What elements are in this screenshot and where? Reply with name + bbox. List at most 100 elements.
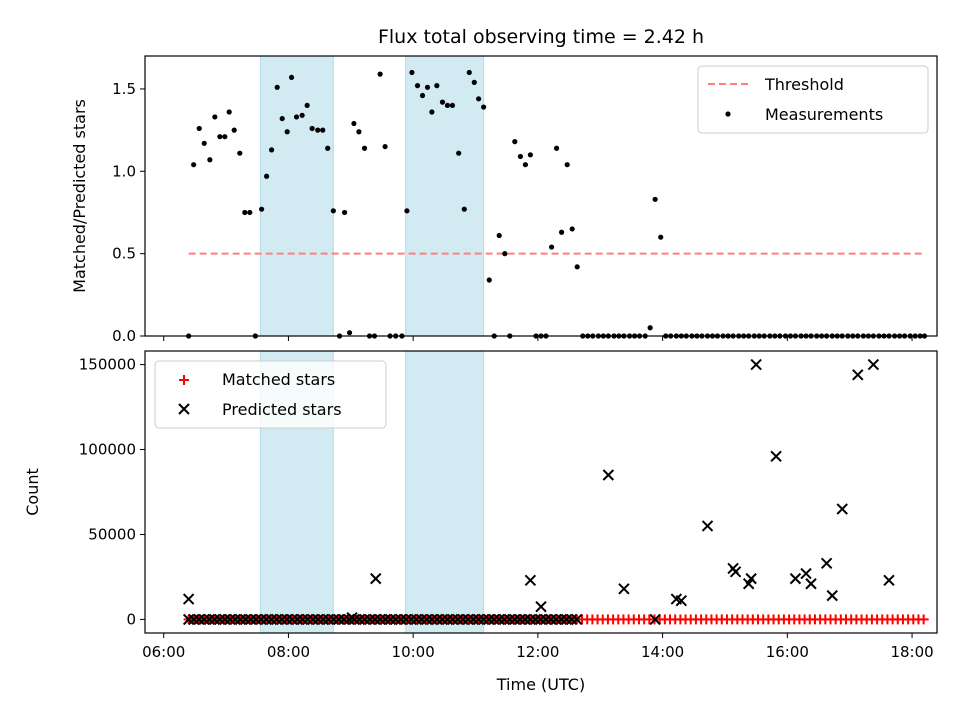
measurement-point [652,196,658,202]
predicted-star-point [529,613,542,626]
predicted-star-point [534,613,547,626]
predicted-marker-b [317,613,329,626]
predicted-star-point [805,578,817,590]
measurement-point [377,71,383,77]
predicted-marker-b [281,613,293,626]
predicted-marker-b [270,613,283,626]
predicted-star-point [770,450,782,463]
predicted-marker-b [457,613,469,626]
predicted-star-point [820,557,833,570]
matched-star-point [918,614,929,625]
measurement-point [553,145,560,151]
predicted-star-point [618,583,630,595]
predicted-star-point [555,613,568,626]
predicted-marker-b [260,613,273,626]
top-axes-frame [144,55,938,337]
predicted-star-point [457,613,469,626]
predicted-star-point [503,613,516,626]
measurement-point [481,104,487,110]
top-y-tick-label: 1.5 [112,80,136,98]
predicted-marker-b [462,613,474,626]
predicted-star-point [509,613,521,626]
predicted-star-point [524,574,537,587]
measurement-point [284,129,290,135]
predicted-marker-b [571,613,583,626]
predicted-marker-b [446,613,459,626]
predicted-marker-b [374,613,386,626]
predicted-star-point [477,613,490,626]
measurement-point [361,145,368,151]
predicted-star-point [535,600,547,613]
time-highlight-span [405,350,485,634]
predicted-marker-b [852,369,864,381]
predicted-marker-b [441,613,454,626]
predicted-star-point [826,589,838,602]
predicted-star-point [229,613,241,626]
bottom-y-axis-label: Count [23,468,42,516]
predicted-marker-b [550,613,562,626]
predicted-star-point [400,613,412,626]
predicted-star-point [441,613,454,626]
predicted-marker-b [431,613,443,626]
measurement-point [207,157,213,163]
predicted-star-point [867,358,880,371]
predicted-star-point [498,613,511,626]
measurement-point [222,134,228,140]
predicted-star-point [415,613,428,626]
chart-title: Flux total observing time = 2.42 h [378,26,704,48]
predicted-marker-b [400,613,412,626]
predicted-marker-b [789,572,802,585]
predicted-star-point [270,613,283,626]
predicted-marker-b [370,572,382,585]
predicted-marker-b [208,613,221,626]
predicted-marker-b [805,578,817,590]
predicted-marker-b [421,613,433,626]
measurement-point [574,264,580,270]
predicted-marker-b [565,613,578,626]
predicted-star-point [550,613,562,626]
predicted-marker-b [524,613,536,626]
predicted-star-point [745,572,757,585]
predicted-marker-b [219,613,231,626]
predicted-marker-b [358,613,371,626]
predicted-star-point [198,613,210,626]
predicted-star-point [836,503,848,515]
predicted-marker-b [836,503,848,515]
legend-predicted-label: Predicted stars [222,400,342,419]
measurement-point [558,229,565,235]
predicted-star-point [560,613,573,626]
top-y-tick-label: 0.0 [112,327,136,345]
measurement-point [264,173,270,179]
predicted-marker-b [729,566,742,578]
predicted-marker-b [346,612,358,624]
measurement-point [315,127,321,133]
bottom-y-tick-label: 0 [126,610,136,628]
bottom-panel: 0 50000 100000 150000 06:00 08:00 10:00 12:00 1… [23,350,938,694]
predicted-marker-b [291,613,304,626]
measurement-point [496,232,502,239]
predicted-marker-b [618,583,630,595]
predicted-star-point [224,613,236,626]
predicted-marker-b [524,574,537,587]
predicted-star-point [250,613,262,626]
measurement-point [512,139,518,145]
legend-measurements-swatch [725,111,731,117]
measurement-point [341,209,348,216]
predicted-star-point [188,613,200,626]
measurement-point [471,79,477,85]
bottom-x-tick-label: 18:00 [890,643,933,661]
predicted-marker-b [188,613,200,626]
measurement-point [439,99,446,105]
measurement-point [647,325,653,331]
predicted-star-point [524,613,536,626]
measurement-point [466,69,472,76]
top-y-tick-label: 1.0 [112,162,136,180]
predicted-marker-b [800,567,812,580]
top-highlight-spans [259,55,485,337]
predicted-marker-b [229,613,241,626]
bottom-axes-frame [144,350,938,634]
predicted-star-point [214,613,226,626]
legend-matched-label: Matched stars [222,370,335,389]
predicted-marker-b [234,613,247,626]
bottom-legend: Matched stars Predicted stars [154,360,387,429]
